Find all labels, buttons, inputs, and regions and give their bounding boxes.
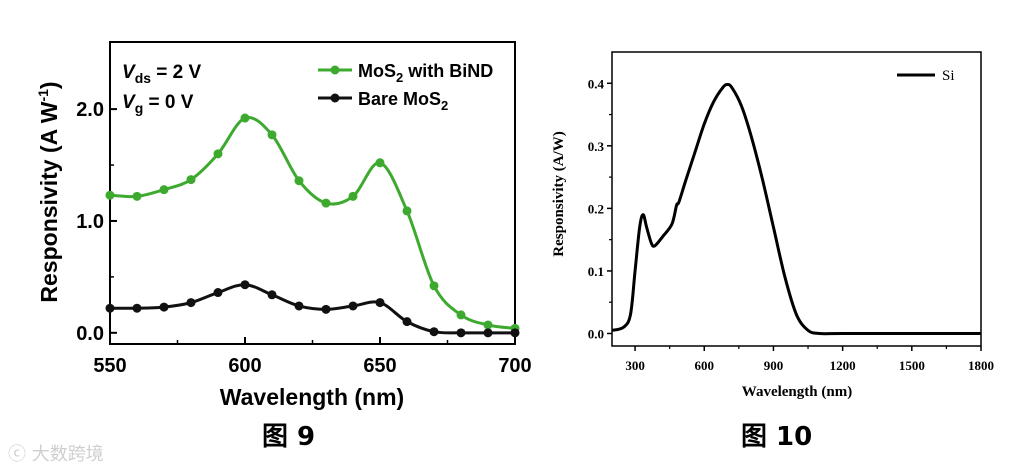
x-tick-label: 600 [228,355,261,377]
legend-marker [330,93,340,103]
data-point [510,328,520,338]
series-line-mos2-bind [109,115,516,330]
series-line-si [611,83,981,336]
y-tick-label: 0.3 [588,139,605,154]
legend: Si [897,68,955,84]
data-point [402,206,412,216]
data-point [267,290,277,300]
data-point [429,281,439,291]
chart-frame [611,51,982,347]
data-point [159,302,169,312]
x-tick-label: 1800 [968,358,994,373]
data-point [375,298,385,308]
x-axis-label: Wavelength (nm) [220,384,404,410]
y-tick-label: 1.0 [76,211,104,233]
y-tick-label: 0.1 [588,264,604,279]
x-tick-label: 650 [363,355,396,377]
data-point [456,310,466,320]
data-point [348,301,358,311]
data-point [213,288,223,298]
data-point [159,185,169,195]
chart-frame [109,41,516,345]
bias-annotation: Vds = 2 V [122,62,202,86]
data-point [240,280,250,290]
y-axis-label: Responsivity (A/W) [551,131,567,256]
data-point [429,327,439,337]
legend-marker [330,65,340,75]
data-point [321,304,331,314]
x-tick-label: 700 [498,355,531,377]
bias-annotation: Vg = 0 V [122,92,194,116]
data-point [240,113,250,123]
legend-label: MoS2 with BiND [358,61,493,85]
data-point [213,149,223,159]
y-axis-label: Responsivity (A W-1) [35,81,62,302]
data-point [402,317,412,327]
data-point [456,328,466,338]
data-point [321,198,331,208]
watermark: ⓒ 大数跨境 [8,444,104,465]
figure-caption-right: 图 10 [741,422,813,452]
x-tick-label: 550 [93,355,126,377]
data-point [375,158,385,168]
data-point [348,191,358,201]
y-tick-label: 2.0 [76,99,104,121]
data-point [294,176,304,186]
x-tick-label: 1200 [830,358,856,373]
data-point [186,175,196,185]
figure-caption-left: 图 9 [262,422,316,452]
x-tick-label: 900 [764,358,784,373]
data-point [294,301,304,311]
legend: MoS2 with BiND Bare MoS2 [318,61,493,113]
y-tick-label: 0.0 [76,323,104,345]
data-point [105,303,115,313]
x-tick-label: 300 [625,358,645,373]
data-point [132,191,142,201]
data-point [483,320,493,330]
data-point [132,303,142,313]
watermark-logo-icon: ⓒ [8,444,26,465]
data-point [186,298,196,308]
bias-annotations: Vds = 2 V Vg = 0 V [122,62,202,116]
data-point [267,130,277,140]
y-tick-label: 0.0 [588,326,604,341]
data-point [483,328,493,338]
y-tick-label: 0.2 [588,201,604,216]
legend-label: Si [942,68,955,84]
x-tick-label: 1500 [899,358,925,373]
x-axis-label: Wavelength (nm) [742,384,852,400]
data-point [105,190,115,200]
chart-mos2-responsivity: 550 600 650 700 0.0 1.0 2.0 MoS2 with BiND Bare… [35,41,532,410]
x-tick-label: 600 [695,358,715,373]
y-tick-label: 0.4 [588,76,605,91]
series-line-bare-mos2 [109,283,515,335]
legend-label: Bare MoS2 [358,89,448,113]
